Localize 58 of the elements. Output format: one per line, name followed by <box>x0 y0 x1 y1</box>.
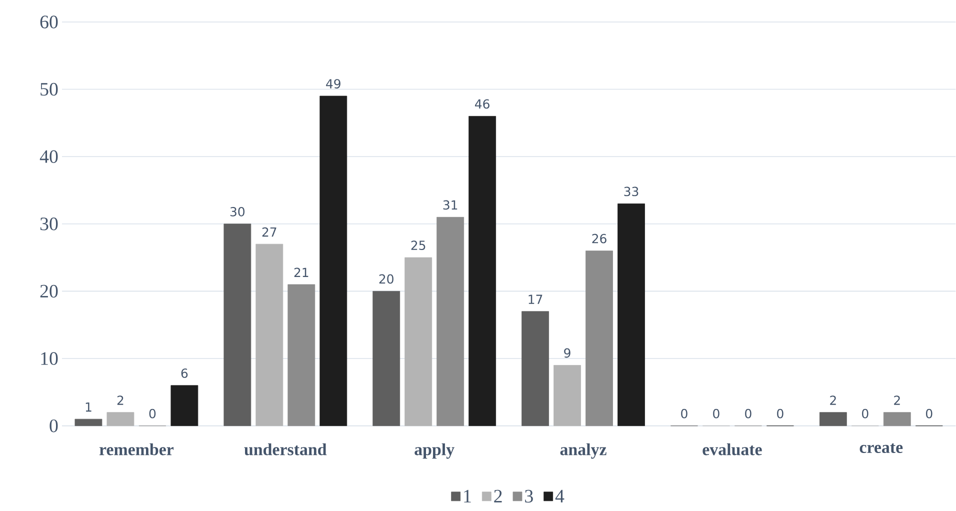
data-label: 2 <box>894 396 900 405</box>
data-label: 2 <box>830 396 836 405</box>
y-tick-label: 0 <box>50 420 58 432</box>
x-tick-label: analyz <box>560 443 606 459</box>
data-label: 27 <box>262 227 276 237</box>
bar <box>372 291 400 426</box>
bar <box>404 257 432 426</box>
data-label: 0 <box>745 408 752 418</box>
bar <box>74 418 102 426</box>
y-tick-label: 30 <box>40 218 58 230</box>
data-label: 31 <box>443 200 458 210</box>
data-label: 0 <box>926 408 932 418</box>
data-label: 2 <box>117 396 124 405</box>
x-tick-label: apply <box>414 443 454 459</box>
data-label: 17 <box>528 294 542 304</box>
y-tick-label: 40 <box>40 150 58 164</box>
data-label: 25 <box>411 240 426 250</box>
legend-label: 2 <box>494 490 502 503</box>
bar <box>819 412 847 426</box>
bar <box>224 224 252 426</box>
data-label: 33 <box>624 186 638 196</box>
y-tick-label: 60 <box>40 16 58 28</box>
bar <box>170 385 198 426</box>
data-label: 26 <box>592 234 606 244</box>
bar <box>468 116 496 426</box>
bar <box>436 217 464 426</box>
y-tick-label: 20 <box>40 284 58 298</box>
data-label: 30 <box>230 207 244 216</box>
data-label: 20 <box>379 274 394 284</box>
y-tick-label: 10 <box>41 352 58 366</box>
x-tick-label: understand <box>244 443 327 456</box>
bar <box>256 244 284 426</box>
x-tick-label: create <box>860 443 903 454</box>
data-label: 21 <box>294 268 308 278</box>
data-label: 0 <box>149 408 156 418</box>
data-label: 0 <box>862 408 868 418</box>
bar <box>586 250 613 426</box>
data-label: 1 <box>86 402 92 412</box>
legend-label: 4 <box>555 490 564 502</box>
bar <box>320 96 348 426</box>
bar <box>106 412 134 426</box>
y-tick-label: 50 <box>40 83 58 96</box>
legend-label: 3 <box>525 490 533 503</box>
data-label: 0 <box>681 408 688 418</box>
data-label: 0 <box>713 408 720 418</box>
bar <box>522 311 549 426</box>
bar <box>554 365 581 426</box>
x-tick-label: evaluate <box>702 443 762 456</box>
data-label: 49 <box>326 79 340 89</box>
legend-label: 1 <box>464 490 471 502</box>
x-tick-label: remember <box>99 443 174 456</box>
bar <box>883 412 911 426</box>
data-label: 6 <box>181 368 188 378</box>
data-label: 9 <box>564 348 570 358</box>
bar <box>618 204 645 426</box>
data-label: 46 <box>474 99 490 109</box>
data-label: 0 <box>777 408 784 418</box>
bar <box>288 284 316 426</box>
